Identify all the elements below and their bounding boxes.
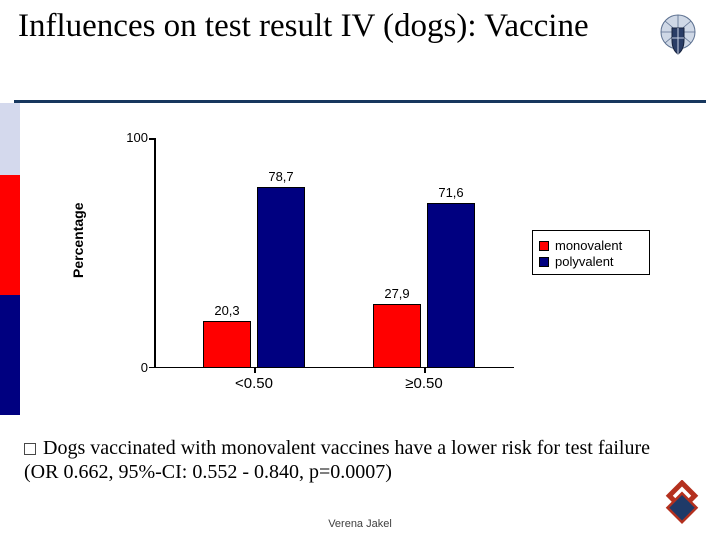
bar-polyvalent-1 — [427, 203, 475, 368]
bar-label-polyvalent-0: 78,7 — [256, 169, 306, 184]
ytick-0: 0 — [118, 360, 148, 375]
legend-item-polyvalent: polyvalent — [539, 254, 643, 269]
bar-monovalent-1 — [373, 304, 421, 368]
legend-label-polyvalent: polyvalent — [555, 254, 614, 269]
legend-item-monovalent: monovalent — [539, 238, 643, 253]
bullet: Dogs vaccinated with monovalent vaccines… — [24, 436, 684, 484]
xtick-1: ≥0.50 — [384, 375, 464, 392]
bullet-text: Dogs vaccinated with monovalent vaccines… — [24, 437, 650, 483]
bar-monovalent-0 — [203, 321, 251, 368]
bar-label-polyvalent-1: 71,6 — [426, 185, 476, 200]
bar-polyvalent-0 — [257, 187, 305, 368]
left-color-bands — [0, 103, 20, 415]
legend-swatch-polyvalent — [539, 257, 549, 267]
plot-area: 20,3 78,7 27,9 71,6 — [154, 138, 514, 368]
slide: Influences on test result IV (dogs): Vac… — [0, 0, 720, 540]
legend: monovalent polyvalent — [532, 230, 650, 275]
diamond-mark-icon — [658, 480, 706, 528]
legend-swatch-monovalent — [539, 241, 549, 251]
bar-label-monovalent-1: 27,9 — [372, 286, 422, 301]
bar-label-monovalent-0: 20,3 — [202, 303, 252, 318]
title-divider — [14, 100, 706, 103]
xtickmark-0 — [254, 368, 256, 373]
ytickmark-100 — [149, 138, 154, 140]
page-title: Influences on test result IV (dogs): Vac… — [18, 8, 658, 46]
xtickmark-1 — [424, 368, 426, 373]
band-mid — [0, 175, 20, 295]
y-axis — [154, 138, 156, 368]
title-block: Influences on test result IV (dogs): Vac… — [18, 8, 658, 46]
ytickmark-0 — [149, 367, 154, 369]
xtick-0: <0.50 — [214, 375, 294, 392]
band-bot — [0, 295, 20, 415]
y-axis-label: Percentage — [70, 203, 86, 278]
legend-label-monovalent: monovalent — [555, 238, 622, 253]
band-top — [0, 103, 20, 175]
ytick-100: 100 — [118, 130, 148, 145]
footer-author: Verena Jakel — [0, 518, 720, 530]
seal-shield-icon — [650, 10, 706, 66]
chart: Percentage 100 0 20,378,727,971,6 <0.50 … — [62, 138, 662, 418]
bullet-marker-icon — [24, 443, 36, 455]
